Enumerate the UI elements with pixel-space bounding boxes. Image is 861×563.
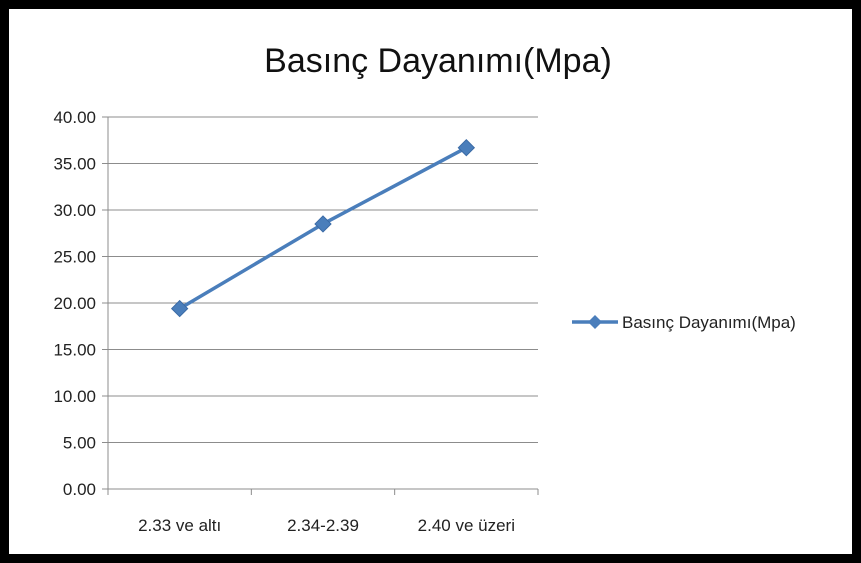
y-tick-label-7: 35.00 [53,155,96,174]
x-tick-label-0: 2.33 ve altı [138,516,221,535]
y-tick-label-0: 0.00 [63,480,96,499]
data-point-0-0 [170,299,189,318]
grid [108,116,538,443]
y-tick-label-2: 10.00 [53,387,96,406]
x-tick-labels: 2.33 ve altı 2.34-2.39 2.40 ve üzeri [138,516,515,535]
y-tick-label-1: 5.00 [63,434,96,453]
y-tick-label-5: 25.00 [53,248,96,267]
series [170,138,476,318]
y-tick-label-3: 15.00 [53,341,96,360]
legend: Basınç Dayanımı(Mpa) [572,313,796,332]
data-point-0-1 [314,215,332,233]
y-tick-label-8: 40.00 [53,108,96,127]
chart-title: Basınç Dayanımı(Mpa) [264,42,612,80]
x-tick-label-1: 2.34-2.39 [287,516,359,535]
legend-label: Basınç Dayanımı(Mpa) [622,313,796,332]
legend-marker [588,315,602,329]
data-point-0-2 [457,138,476,157]
x-tick-label-2: 2.40 ve üzeri [418,516,515,535]
y-tick-label-4: 20.00 [53,294,96,313]
axes [102,116,539,495]
y-tick-labels: 0.00 5.00 10.00 15.00 20.00 25.00 30.00 35.00 40… [53,108,96,499]
y-tick-label-6: 30.00 [53,201,96,220]
